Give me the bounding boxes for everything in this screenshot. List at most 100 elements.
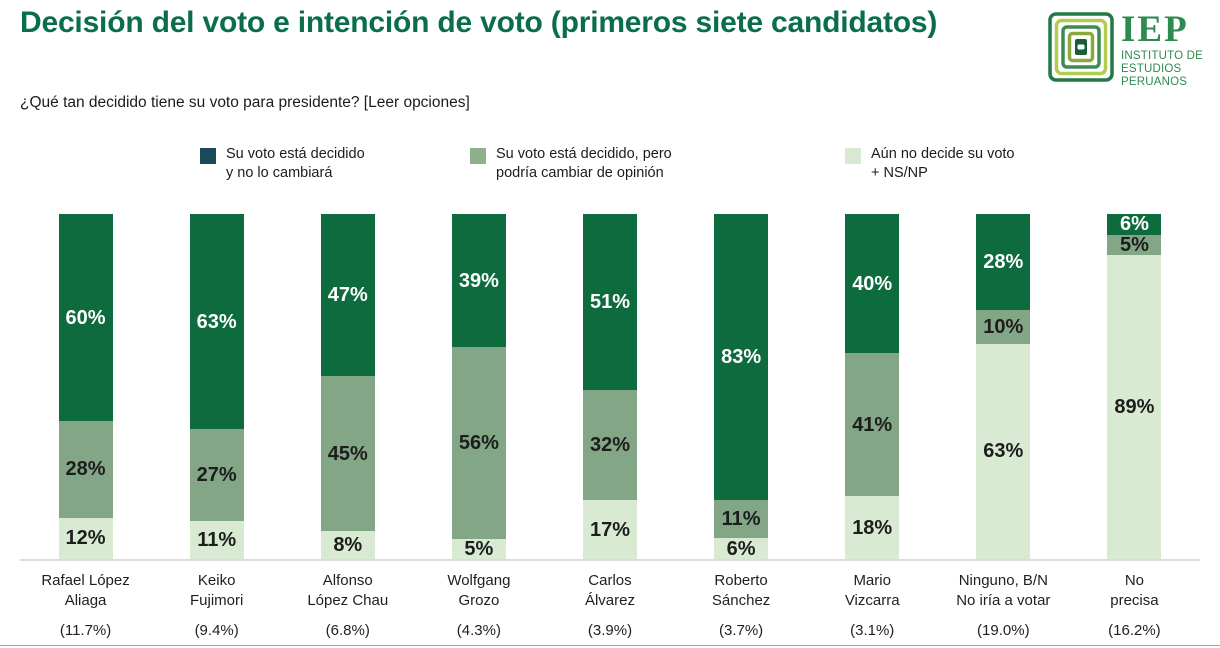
bar-segment: 5% bbox=[1107, 233, 1162, 256]
bar-segment: 60% bbox=[58, 214, 113, 421]
bar-segment-value: 28% bbox=[65, 458, 106, 481]
iep-logo: IEP INSTITUTO DE ESTUDIOS PERUANOS bbox=[1048, 9, 1203, 89]
bar-segment-value: 63% bbox=[196, 310, 237, 333]
stacked-bar: 83% 11% 6% bbox=[714, 214, 769, 560]
bar-segment: 51% bbox=[582, 214, 637, 390]
bar-segment: 63% bbox=[976, 343, 1031, 559]
chart-column: 40% 41% 18% Mario Vizcarra (3.1%) bbox=[807, 214, 938, 639]
bar-segment: 32% bbox=[582, 389, 637, 501]
bar-segment: 8% bbox=[320, 531, 375, 559]
bar-segment: 18% bbox=[845, 496, 900, 559]
bar-segment: 40% bbox=[845, 214, 900, 354]
bar-segment: 5% bbox=[451, 539, 506, 559]
legend-swatch-undecided bbox=[845, 148, 861, 164]
bar-segment: 83% bbox=[714, 214, 769, 501]
stacked-bar: 60% 28% 12% bbox=[58, 214, 113, 559]
vote-intention-share: (9.4%) bbox=[194, 621, 239, 639]
bar-segment-value: 45% bbox=[327, 442, 368, 465]
bar-segment-value: 89% bbox=[1114, 395, 1155, 418]
chart-column: 39% 56% 5% Wolfgang Grozo (4.3%) bbox=[413, 214, 544, 639]
bar-segment: 63% bbox=[189, 214, 244, 430]
candidate-label: Roberto Sánchez bbox=[711, 572, 771, 610]
page-title: Decisión del voto e intención de voto (p… bbox=[20, 6, 938, 39]
bar-segment: 6% bbox=[714, 537, 769, 560]
chart-column: 28% 10% 63% Ninguno, B/N No iría a votar (19.… bbox=[938, 214, 1069, 639]
bar-segment-value: 11% bbox=[197, 529, 237, 552]
iep-logo-text: IEP INSTITUTO DE ESTUDIOS PERUANOS bbox=[1121, 9, 1203, 89]
bar-segment: 27% bbox=[189, 429, 244, 522]
bar-segment-value: 5% bbox=[1119, 233, 1149, 256]
bar-segment-value: 41% bbox=[852, 413, 893, 436]
bar-segment-value: 32% bbox=[589, 434, 630, 457]
bar-segment-value: 60% bbox=[65, 306, 106, 329]
iep-logo-name-line: PERUANOS bbox=[1121, 76, 1188, 89]
chart-baseline bbox=[20, 559, 1200, 561]
stacked-bar: 6% 5% 89% bbox=[1107, 213, 1162, 559]
legend-label-decided: Su voto está decidido y no lo cambiará bbox=[226, 146, 365, 182]
bar-segment-value: 28% bbox=[983, 250, 1024, 273]
candidate-label: Carlos Álvarez bbox=[584, 572, 635, 610]
bar-segment-value: 18% bbox=[852, 516, 893, 539]
vote-intention-share: (3.1%) bbox=[850, 621, 895, 639]
bar-segment-value: 56% bbox=[458, 432, 499, 455]
bar-segment-value: 8% bbox=[333, 534, 363, 557]
candidate-label: No precisa bbox=[1110, 572, 1159, 610]
vote-intention-share: (3.9%) bbox=[587, 621, 633, 639]
bar-segment-value: 12% bbox=[65, 527, 106, 550]
bar-segment: 17% bbox=[582, 500, 637, 560]
bar-segment-value: 51% bbox=[589, 290, 630, 313]
bar-segment: 28% bbox=[976, 214, 1031, 310]
bar-segment: 41% bbox=[845, 353, 900, 497]
candidate-label: Mario Vizcarra bbox=[844, 572, 900, 610]
candidate-label: Ninguno, B/N No iría a votar bbox=[956, 572, 1051, 610]
stacked-bar: 39% 56% 5% bbox=[451, 214, 506, 559]
bar-segment: 56% bbox=[451, 347, 506, 539]
bar-segment-value: 6% bbox=[726, 537, 756, 560]
stacked-bar: 47% 45% 8% bbox=[320, 214, 375, 559]
survey-question: ¿Qué tan decidido tiene su voto para pre… bbox=[20, 94, 470, 111]
bar-segment-value: 6% bbox=[1119, 213, 1149, 236]
candidate-label: Alfonso López Chau bbox=[307, 572, 389, 610]
legend-label-undecided: Aún no decide su voto + NS/NP bbox=[871, 146, 1015, 182]
vote-intention-share: (11.7%) bbox=[59, 621, 112, 639]
stacked-bar-chart: 60% 28% 12% Rafael López Aliaga (11.7%) 63% 27%… bbox=[20, 214, 1200, 639]
legend-item-could-change: Su voto está decidido, pero podría cambi… bbox=[470, 145, 672, 183]
vote-intention-share: (3.7%) bbox=[719, 621, 764, 639]
bar-segment: 89% bbox=[1107, 254, 1162, 559]
bar-segment-value: 40% bbox=[852, 272, 893, 295]
bar-segment: 11% bbox=[714, 500, 769, 539]
candidate-label: Keiko Fujimori bbox=[189, 572, 244, 610]
legend-item-decided: Su voto está decidido y no lo cambiará bbox=[200, 145, 365, 183]
bar-segment-value: 39% bbox=[458, 269, 499, 292]
legend-label-could-change: Su voto está decidido, pero podría cambi… bbox=[496, 146, 672, 182]
vote-intention-share: (4.3%) bbox=[456, 621, 501, 639]
chart-column: 63% 27% 11% Keiko Fujimori (9.4%) bbox=[151, 214, 282, 639]
chart-column: 6% 5% 89% No precisa (16.2%) bbox=[1069, 214, 1200, 639]
vote-intention-share: (16.2%) bbox=[1108, 621, 1161, 639]
chart-column: 83% 11% 6% Roberto Sánchez (3.7%) bbox=[676, 214, 807, 639]
vote-intention-share: (19.0%) bbox=[977, 621, 1030, 639]
iep-logo-acronym: IEP bbox=[1121, 9, 1189, 50]
legend-swatch-could-change bbox=[470, 148, 486, 164]
chart-column: 47% 45% 8% Alfonso López Chau (6.8%) bbox=[282, 214, 413, 639]
bar-segment-value: 63% bbox=[983, 440, 1024, 463]
bar-segment-value: 11% bbox=[721, 508, 761, 531]
bar-segment: 10% bbox=[976, 309, 1031, 344]
bottom-divider bbox=[0, 645, 1220, 646]
bar-segment-value: 47% bbox=[327, 284, 368, 307]
chart-column: 60% 28% 12% Rafael López Aliaga (11.7%) bbox=[20, 214, 151, 639]
bar-segment: 6% bbox=[1107, 213, 1162, 236]
bar-segment-value: 83% bbox=[721, 346, 762, 369]
stacked-bar: 40% 41% 18% bbox=[845, 214, 900, 559]
bar-segment-value: 10% bbox=[983, 315, 1024, 338]
vote-intention-share: (6.8%) bbox=[325, 621, 370, 639]
stacked-bar: 51% 32% 17% bbox=[582, 214, 637, 560]
bar-segment: 39% bbox=[451, 214, 506, 348]
bar-segment-value: 17% bbox=[589, 518, 630, 541]
legend-item-undecided: Aún no decide su voto + NS/NP bbox=[845, 145, 1015, 183]
iep-logo-name-line: INSTITUTO DE bbox=[1121, 50, 1204, 63]
legend-swatch-decided bbox=[200, 148, 216, 164]
candidate-label: Wolfgang Grozo bbox=[447, 572, 511, 610]
iep-logo-name: INSTITUTO DE ESTUDIOS PERUANOS bbox=[1121, 50, 1203, 89]
chart-column: 51% 32% 17% Carlos Álvarez (3.9%) bbox=[544, 214, 675, 639]
